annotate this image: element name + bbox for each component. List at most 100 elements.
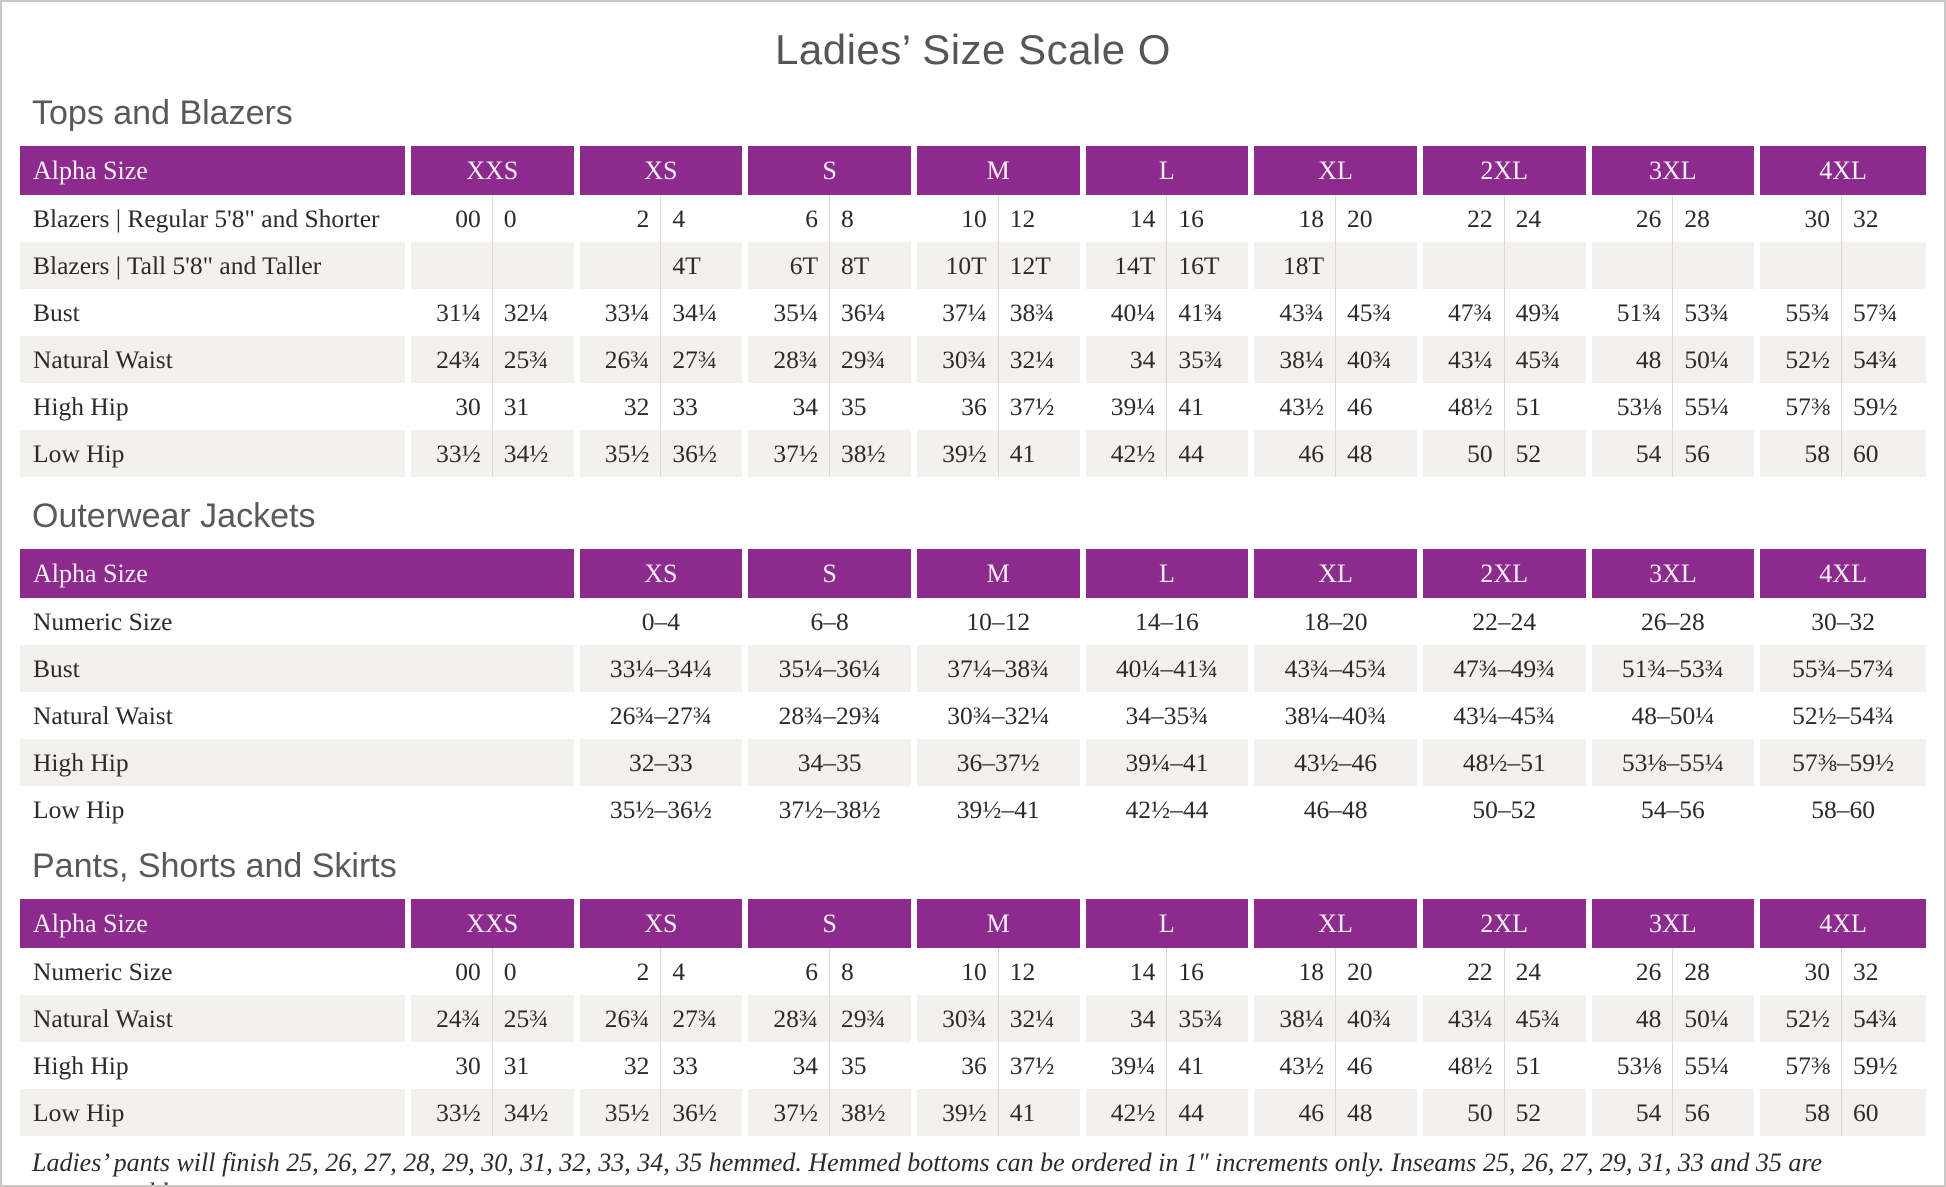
size-value-cell: 60 xyxy=(1840,430,1926,477)
size-value-cell: 00 xyxy=(404,195,493,242)
size-column-header-xs: XS xyxy=(573,146,746,195)
size-value-cell: 18–20 xyxy=(1248,598,1420,645)
size-value-cell: 2 xyxy=(573,948,661,995)
table-row-low-hip: Low Hip 33½ 34½ 35½ 36½ 37½ 38½ 39½ 41 42½ 44 46 48 5… xyxy=(20,430,1926,477)
size-value-cell: 57¾ xyxy=(1840,289,1926,336)
size-value-cell: 32–33 xyxy=(573,739,746,786)
size-value-cell: 18 xyxy=(1248,195,1336,242)
size-column-header-s: S xyxy=(742,146,914,195)
section-outerwear-jackets: Outerwear Jackets Alpha Size XS S M L XL 2XL 3X… xyxy=(20,497,1926,833)
size-value-cell: 60 xyxy=(1840,1089,1926,1136)
row-label-cell: Blazers | Tall 5'8" and Taller xyxy=(20,242,408,289)
size-value-cell xyxy=(1503,242,1589,289)
size-value-cell: 35½ xyxy=(573,430,661,477)
size-value-cell: 28 xyxy=(1672,195,1758,242)
section-title-tops-and-blazers: Tops and Blazers xyxy=(32,94,293,132)
table-row-high-hip: High Hip 30 31 32 33 34 35 36 37½ 39¼ 41 43½ 46 48½ 51… xyxy=(20,1042,1926,1089)
row-label-cell: Low Hip xyxy=(33,794,125,824)
size-value-cell: 33 xyxy=(660,383,746,430)
row-label-cell: High Hip xyxy=(20,739,577,786)
size-value-cell: 40¼ xyxy=(1079,289,1167,336)
size-value-cell: 37½ xyxy=(742,430,830,477)
size-value-cell: 10–12 xyxy=(910,598,1083,645)
row-label-cell: High Hip xyxy=(33,391,129,421)
size-value-cell: 30 xyxy=(404,383,493,430)
size-value-cell: 42½–44 xyxy=(1079,786,1252,833)
size-value-cell: 37½ xyxy=(742,1089,830,1136)
size-value-cell: 51 xyxy=(1503,1042,1589,1089)
size-value-cell: 50 xyxy=(1416,1089,1505,1136)
size-value-cell: 26 xyxy=(1585,195,1673,242)
alpha-size-header-cell: Alpha Size xyxy=(20,549,577,598)
size-value-cell: 54¾ xyxy=(1840,995,1926,1042)
size-column-header-m: M xyxy=(910,899,1083,948)
size-value-cell: 00 xyxy=(404,948,493,995)
size-value-cell: 38½ xyxy=(829,430,914,477)
size-value-cell: 33¼–34¼ xyxy=(573,645,746,692)
size-value-cell: 59½ xyxy=(1840,1042,1926,1089)
size-value-cell: 8T xyxy=(829,242,914,289)
size-value-cell: 24 xyxy=(1503,195,1589,242)
size-value-cell xyxy=(1416,242,1505,289)
size-value-cell: 58 xyxy=(1754,430,1842,477)
size-value-cell: 43¼ xyxy=(1416,336,1505,383)
size-value-cell: 48 xyxy=(1585,336,1673,383)
size-column-header-xl: XL xyxy=(1248,549,1420,598)
size-value-cell: 30¾ xyxy=(910,995,999,1042)
size-value-cell: 38½ xyxy=(829,1089,914,1136)
size-column-header-s: S xyxy=(742,549,914,598)
size-value-cell: 54¾ xyxy=(1840,336,1926,383)
size-column-header-xl: XL xyxy=(1248,146,1420,195)
size-value-cell: 29¾ xyxy=(829,336,914,383)
size-value-cell: 43¾ xyxy=(1248,289,1336,336)
size-column-header-2xl: 2XL xyxy=(1416,146,1589,195)
size-value-cell: 38¼–40¾ xyxy=(1248,692,1420,739)
size-value-cell: 27¾ xyxy=(660,336,746,383)
size-value-cell: 58 xyxy=(1754,1089,1842,1136)
size-value-cell: 0 xyxy=(491,948,577,995)
table-row-bust: Bust 31¼ 32¼ 33¼ 34¼ 35¼ 36¼ 37¼ 38¾ 40¼ 41¾ 43¾ 45¾… xyxy=(20,289,1926,336)
header-row: Alpha Size XS S M L XL 2XL 3XL 4XL xyxy=(20,549,1926,598)
size-column-header-xxs: XXS xyxy=(404,146,577,195)
size-column-header-3xl: 3XL xyxy=(1585,146,1758,195)
row-label-cell: Low Hip xyxy=(20,430,408,477)
size-column-header-4xl: 4XL xyxy=(1754,146,1926,195)
size-value-cell: 49¾ xyxy=(1503,289,1589,336)
size-value-cell: 34 xyxy=(742,383,830,430)
row-label-cell: Natural Waist xyxy=(20,995,408,1042)
size-value-cell: 25¾ xyxy=(491,336,577,383)
size-value-cell: 22 xyxy=(1416,948,1505,995)
size-value-cell: 27¾ xyxy=(660,995,746,1042)
size-value-cell: 38¼ xyxy=(1248,995,1336,1042)
size-value-cell: 40¾ xyxy=(1335,336,1420,383)
size-value-cell: 38¼ xyxy=(1248,336,1336,383)
size-value-cell: 32 xyxy=(573,383,661,430)
row-label-cell: Natural Waist xyxy=(20,336,408,383)
size-value-cell: 8 xyxy=(829,195,914,242)
size-value-cell: 55¼ xyxy=(1672,383,1758,430)
size-value-cell: 37½ xyxy=(997,383,1083,430)
size-value-cell: 43¼ xyxy=(1416,995,1505,1042)
header-row: Alpha Size XXS XS S M L XL 2XL 3XL 4XL xyxy=(20,146,1926,195)
table-row-blazers-tall-5-8-and-taller: Blazers | Tall 5'8" and Taller 4T 6T 8T 10T 1… xyxy=(20,242,1926,289)
row-label-cell: Low Hip xyxy=(20,1089,408,1136)
size-value-cell xyxy=(1585,242,1673,289)
size-value-cell: 32¼ xyxy=(997,995,1083,1042)
size-value-cell: 54 xyxy=(1585,430,1673,477)
size-value-cell: 48½ xyxy=(1416,383,1505,430)
size-value-cell: 39¼–41 xyxy=(1079,739,1252,786)
size-column-header-3xl: 3XL xyxy=(1585,549,1758,598)
footnote: Ladies’ pants will finish 25, 26, 27, 28… xyxy=(32,1148,1823,1185)
size-value-cell: 22 xyxy=(1416,195,1505,242)
size-value-cell: 38¾ xyxy=(997,289,1083,336)
size-value-cell: 36–37½ xyxy=(910,739,1083,786)
size-value-cell: 53¾ xyxy=(1672,289,1758,336)
size-value-cell: 51 xyxy=(1503,383,1589,430)
size-value-cell: 55¼ xyxy=(1672,1042,1758,1089)
size-value-cell: 30 xyxy=(1754,948,1842,995)
size-value-cell: 43¾–45¾ xyxy=(1248,645,1420,692)
size-value-cell: 6 xyxy=(742,195,830,242)
size-value-cell: 14 xyxy=(1079,948,1167,995)
size-value-cell: 36¼ xyxy=(829,289,914,336)
page-title: Ladies’ Size Scale O xyxy=(775,26,1171,73)
